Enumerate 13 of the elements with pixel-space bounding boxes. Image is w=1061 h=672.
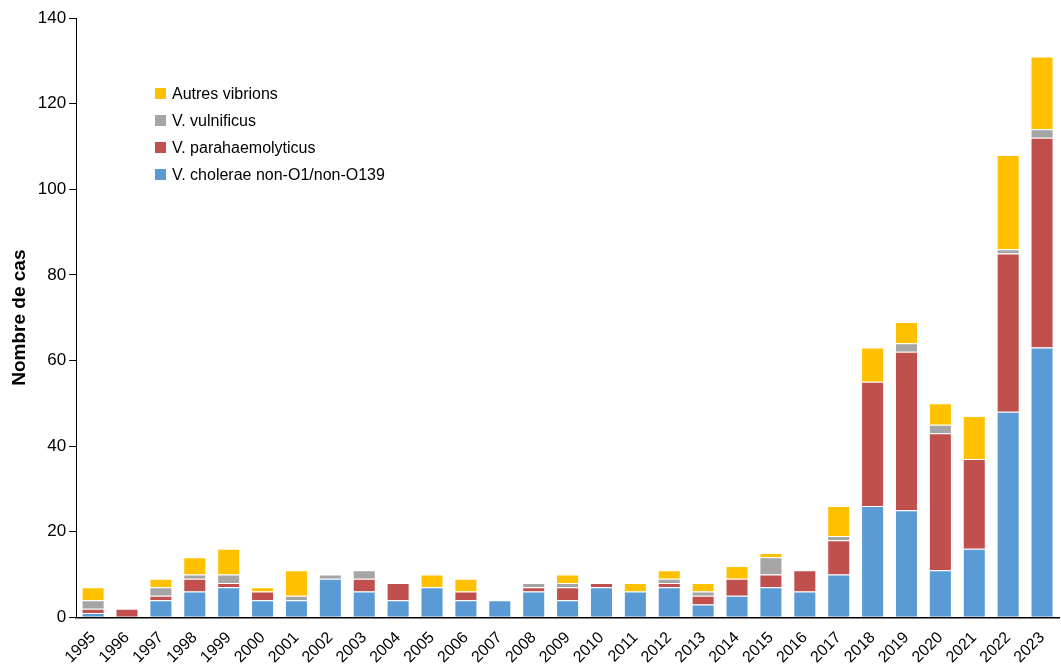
y-tick-label: 60 xyxy=(47,350,67,370)
y-tick-label: 20 xyxy=(47,521,67,541)
legend-label: V. parahaemolyticus xyxy=(172,138,316,157)
y-tick-label: 140 xyxy=(37,7,67,27)
y-tick-label: 120 xyxy=(37,93,67,113)
y-tick-label: 80 xyxy=(47,264,67,284)
y-tick-label: 100 xyxy=(37,178,67,198)
y-tick-label: 0 xyxy=(56,606,67,626)
legend-label: Autres vibrions xyxy=(172,84,278,103)
legend-label: V. cholerae non-O1/non-O139 xyxy=(172,165,385,184)
y-tick-label: 40 xyxy=(47,435,67,455)
legend-label: V. vulnificus xyxy=(172,111,256,130)
y-axis-title: Nombre de cas xyxy=(7,249,29,386)
